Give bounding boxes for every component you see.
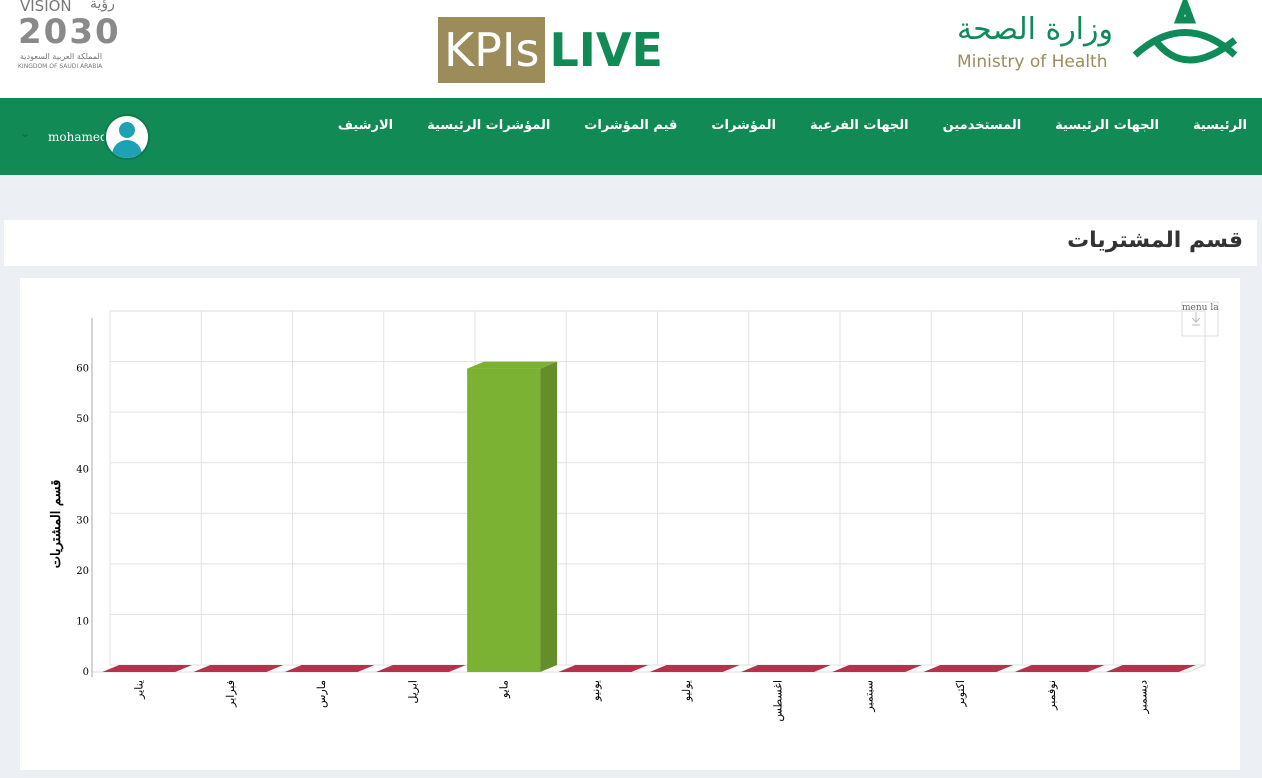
nav-menu: الرئيسية الجهات الرئيسية المستخدمين الجهات … — [338, 118, 1247, 133]
bar-top — [193, 665, 284, 672]
bar-top — [832, 665, 923, 672]
bar-side — [540, 361, 558, 672]
x-tick-label: يوليو — [680, 680, 693, 702]
moh-logo: وزارة الصحة Ministry of Health — [955, 0, 1245, 82]
nav-item[interactable]: المؤشرات الرئيسية — [427, 118, 551, 133]
moh-emblem — [1132, 0, 1238, 64]
chart: menu la قسم المشتريات 0 10 20 30 40 50 60 يناير… — [49, 301, 1219, 722]
bar-top — [558, 665, 649, 672]
header: VISION رؤية 2030 المملكة العربية السعودي… — [0, 0, 1262, 98]
vision-text: VISION — [20, 0, 72, 15]
x-tick-label: اكتوبر — [954, 680, 967, 707]
avatar[interactable] — [104, 114, 150, 160]
menu-label: menu la — [1182, 303, 1219, 313]
x-tick-label: نوفمبر — [1045, 680, 1058, 711]
kingdom-ar: المملكة العربية السعودية — [20, 52, 103, 61]
y-tick-label: 10 — [76, 616, 89, 627]
bar-top — [467, 361, 558, 369]
floor-edge — [1187, 664, 1206, 673]
bar-top — [102, 665, 193, 672]
section-title: قسم المشتريات — [1067, 228, 1243, 253]
x-tick-label: يناير — [133, 680, 146, 700]
y-tick-label: 20 — [76, 566, 89, 577]
x-tick-label: مايو — [498, 680, 511, 699]
bar-top — [284, 665, 375, 672]
y-tick-label: 60 — [76, 364, 89, 375]
nav-item[interactable]: الجهات الرئيسية — [1055, 118, 1159, 133]
x-tick-label: فبراير — [224, 680, 237, 708]
bar-top — [375, 665, 466, 672]
kpis: KPIs — [438, 17, 546, 83]
vision-year: 2030 — [18, 12, 121, 52]
dropdown-arrow[interactable]: ⌄ — [20, 126, 31, 140]
kpis-logo: KPIs LIVE — [438, 17, 663, 83]
bar-top — [1014, 665, 1105, 672]
x-tick-label: ديسمبر — [1136, 680, 1149, 715]
nav-item[interactable]: قيم المؤشرات — [584, 118, 678, 133]
bar — [467, 368, 541, 672]
menu-button[interactable]: menu la — [1181, 301, 1219, 337]
nav-item[interactable]: المؤشرات — [711, 118, 777, 133]
nav-item[interactable]: الجهات الفرعية — [810, 118, 909, 133]
bar-top — [1105, 665, 1196, 672]
live: LIVE — [549, 23, 663, 77]
x-tick-label: اغسطس — [771, 680, 784, 722]
chart-panel: menu la قسم المشتريات 0 10 20 30 40 50 60 يناير… — [20, 278, 1240, 770]
section-header: قسم المشتريات — [4, 220, 1257, 266]
ministry-en: Ministry of Health — [957, 52, 1108, 72]
bar-top — [740, 665, 831, 672]
y-tick-label: 30 — [76, 515, 89, 526]
nav-item[interactable]: الارشيف — [337, 118, 394, 133]
vision-arabic: رؤية — [90, 0, 115, 12]
x-tick-label: سبتمبر — [863, 680, 876, 713]
user-name[interactable]: mohamed — [48, 130, 108, 144]
x-tick-label: مارس — [315, 680, 328, 708]
x-tick-label: يونيو — [589, 680, 602, 702]
nav-item[interactable]: الرئيسية — [1192, 118, 1247, 133]
y-axis-title: قسم المشتريات — [49, 480, 64, 569]
x-tick-label: ابريل — [406, 680, 419, 704]
bar-top — [649, 665, 740, 672]
kingdom-en: KINGDOM OF SAUDI ARABIA — [18, 63, 103, 70]
nav-item[interactable]: المستخدمين — [942, 118, 1022, 133]
y-tick-label: 40 — [76, 465, 89, 476]
vision-logo: VISION رؤية 2030 المملكة العربية السعودي… — [18, 0, 133, 75]
navbar: الرئيسية الجهات الرئيسية المستخدمين الجهات … — [0, 98, 1262, 175]
bar-top — [923, 665, 1014, 672]
y-tick-label: 0 — [83, 667, 89, 678]
ministry-ar: وزارة الصحة — [957, 12, 1113, 47]
y-tick-label: 50 — [76, 414, 89, 425]
